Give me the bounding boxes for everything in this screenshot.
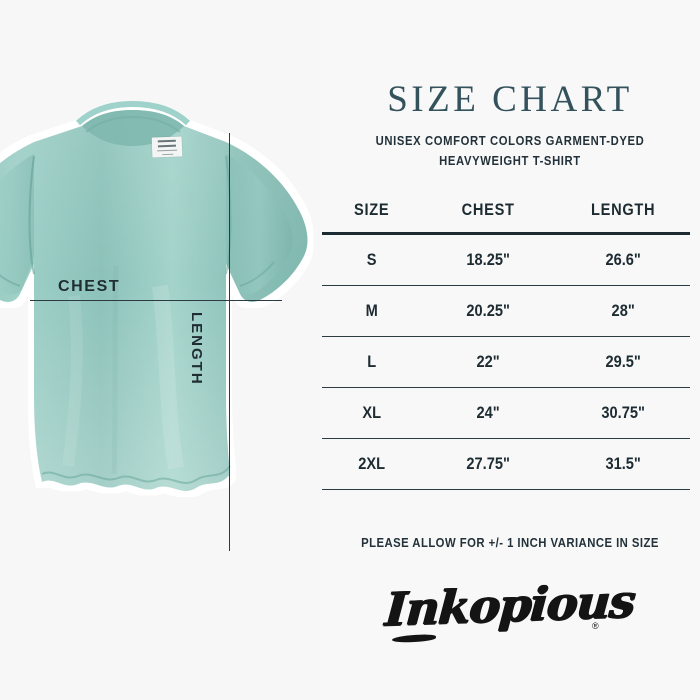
- page-title: SIZE CHART: [387, 79, 633, 120]
- collar-ribbing: [75, 100, 191, 126]
- tshirt-illustration: [0, 100, 308, 491]
- table-row: M 20.25" 28": [322, 286, 690, 337]
- bottom-hem-stitch: [41, 465, 231, 484]
- fabric-fold: [62, 295, 83, 467]
- tag-text-line: [157, 139, 176, 143]
- column-header-length: LENGTH: [590, 200, 655, 219]
- cell-size: L: [367, 352, 377, 371]
- cell-length: 28": [611, 301, 635, 320]
- fabric-fold: [152, 284, 184, 470]
- brand-logo: Inkopious: [320, 574, 700, 637]
- neck-label-tag: [151, 136, 183, 158]
- cell-size: XL: [362, 403, 382, 422]
- fabric-fold: [111, 265, 119, 475]
- length-measurement-line: [229, 133, 230, 551]
- left-sleeve-shading: [0, 154, 34, 295]
- brand-trademark-symbol: ®: [592, 621, 599, 631]
- cell-chest: 18.25": [466, 250, 511, 269]
- cell-chest: 27.75": [466, 454, 511, 473]
- subtitle-line-2: HEAVYWEIGHT T-SHIRT: [439, 153, 581, 168]
- chest-measurement-line: [30, 300, 282, 301]
- size-table: SIZE CHEST LENGTH S 18.25" 26.6" M 20.25…: [322, 188, 690, 490]
- table-row: XL 24" 30.75": [322, 388, 690, 439]
- left-sleeve-hem: [0, 274, 21, 287]
- column-header-size: SIZE: [354, 200, 390, 219]
- cell-chest: 20.25": [466, 301, 511, 320]
- table-header-row: SIZE CHEST LENGTH: [322, 188, 690, 234]
- size-chart-panel: SIZE CHART UNISEX COMFORT COLORS GARMENT…: [320, 0, 700, 700]
- cell-chest: 24": [476, 403, 501, 422]
- cell-length: 30.75": [601, 403, 645, 422]
- length-measurement-label: LENGTH: [188, 312, 205, 386]
- collar-seam: [85, 115, 181, 133]
- variance-note: PLEASE ALLOW FOR +/- 1 INCH VARIANCE IN …: [361, 536, 659, 550]
- column-header-chest: CHEST: [462, 200, 516, 219]
- size-table-body: S 18.25" 26.6" M 20.25" 28" L 22" 29.5" …: [322, 234, 690, 490]
- product-photo: CHEST LENGTH: [0, 0, 320, 700]
- cell-size: M: [365, 301, 378, 320]
- cell-length: 31.5": [605, 454, 641, 473]
- cell-chest: 22": [476, 352, 501, 371]
- tag-text-line: [157, 149, 178, 152]
- product-photo-panel: CHEST LENGTH: [0, 0, 320, 700]
- table-row: S 18.25" 26.6": [322, 234, 690, 286]
- tag-text-line: [161, 153, 173, 156]
- subtitle-line-1: UNISEX COMFORT COLORS GARMENT-DYED: [375, 133, 645, 148]
- cell-length: 29.5": [605, 352, 641, 371]
- right-sleeve-hem: [239, 261, 275, 287]
- tag-text-line: [157, 144, 176, 148]
- page-subtitle: UNISEX COMFORT COLORS GARMENT-DYED HEAVY…: [343, 131, 677, 171]
- right-sleeve-shading: [226, 154, 293, 295]
- left-armhole-seam: [28, 155, 35, 275]
- table-row: L 22" 29.5": [322, 337, 690, 388]
- chest-measurement-label: CHEST: [58, 278, 121, 295]
- cell-size: 2XL: [358, 454, 386, 473]
- size-table-header: SIZE CHEST LENGTH: [322, 188, 690, 234]
- table-row: 2XL 27.75" 31.5": [322, 439, 690, 490]
- right-armhole-seam: [225, 155, 232, 275]
- cell-length: 26.6": [605, 250, 641, 269]
- cell-size: S: [366, 250, 377, 269]
